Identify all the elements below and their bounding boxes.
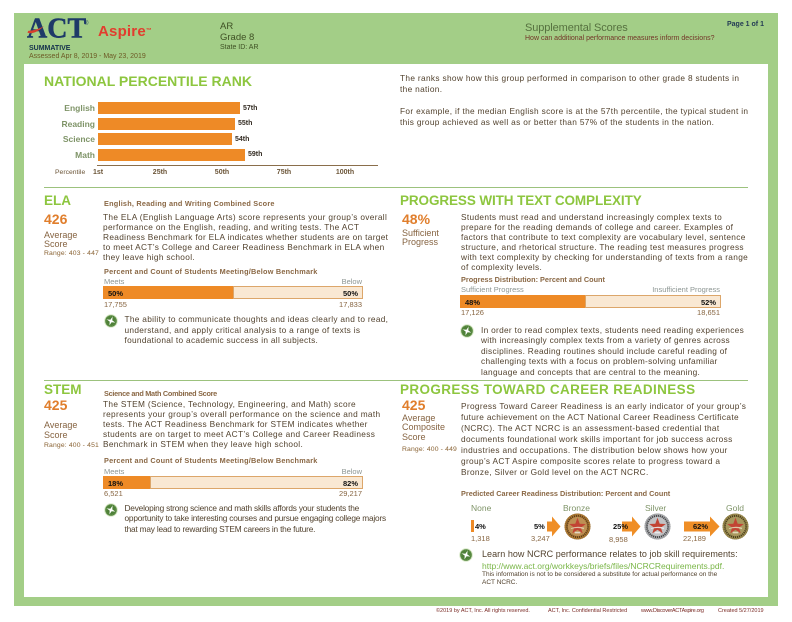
svg-text:®: ®: [84, 20, 89, 27]
svg-text:ACT: ACT: [27, 16, 86, 42]
